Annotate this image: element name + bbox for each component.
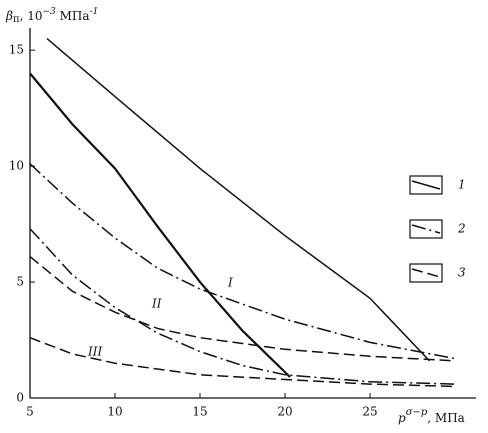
x-tick-label: 15 <box>192 405 207 419</box>
curve <box>29 163 456 360</box>
curve-label: I <box>227 276 233 290</box>
legend-box <box>409 219 443 239</box>
curve <box>29 228 456 385</box>
curve <box>29 255 456 362</box>
x-sup: σ−p <box>406 407 428 418</box>
curve <box>29 337 456 388</box>
curve <box>29 72 291 378</box>
x-tick-label: 20 <box>277 405 292 419</box>
curve-label: II <box>151 297 162 311</box>
y-sub: п <box>13 14 20 25</box>
y-tick-label: 10 <box>9 159 24 173</box>
y-sup: −3 <box>43 7 57 17</box>
y-unit-sup: -1 <box>90 7 99 17</box>
x-axis-label: pσ−p, МПа <box>398 407 465 425</box>
legend-swatch <box>411 224 441 234</box>
y-tick-label: 15 <box>9 43 24 57</box>
y-unit: МПа <box>56 9 90 23</box>
legend-swatch <box>411 268 441 278</box>
curve <box>46 38 431 362</box>
x-tick-label: 25 <box>362 405 377 419</box>
x-tick-label: 10 <box>107 405 122 419</box>
y-tick-label: 5 <box>16 275 24 289</box>
legend-label: 2 <box>457 222 466 236</box>
legend-label: 1 <box>458 178 466 192</box>
y-axis-label: βп, 10−3 МПа-1 <box>5 7 98 25</box>
x-unit: , МПа <box>427 411 465 425</box>
legend-box <box>409 263 443 283</box>
y-text: , 10 <box>20 9 43 23</box>
legend-swatch <box>411 180 441 190</box>
legend-label: 3 <box>458 266 466 280</box>
y-tick-label: 0 <box>16 391 24 405</box>
legend-box <box>409 175 443 195</box>
x-tick-label: 5 <box>26 405 34 419</box>
y-symbol: β <box>5 9 13 23</box>
curve-label: III <box>87 345 102 359</box>
x-symbol: p <box>398 411 406 425</box>
